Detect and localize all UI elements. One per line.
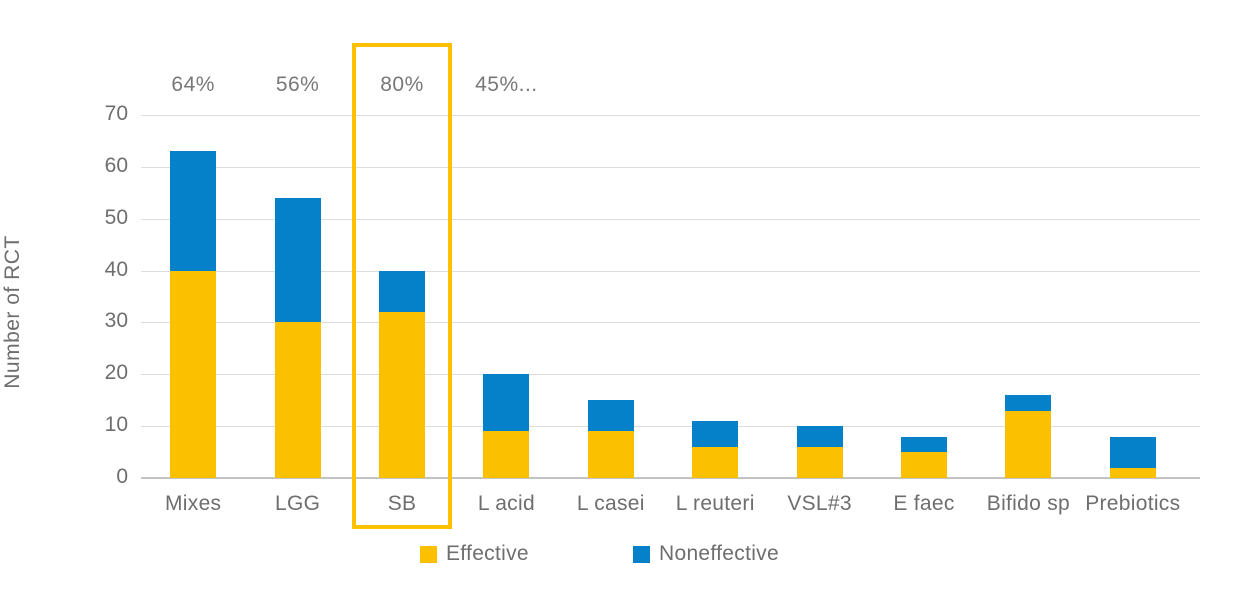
noneffective-segment (1005, 395, 1052, 411)
category-label-lgg: LGG (274, 492, 321, 515)
effective-segment (170, 270, 217, 478)
bar-e-faec (901, 436, 947, 478)
y-tick-label-20: 20 (104, 361, 128, 385)
effective-segment (692, 446, 739, 478)
gridline-60 (141, 166, 1200, 168)
bar-mixes (170, 151, 217, 478)
x-axis-line (141, 477, 1200, 479)
percent-label-mixes: 64% (171, 73, 215, 96)
y-tick-label-30: 30 (104, 309, 128, 333)
gridline-10 (141, 426, 1200, 428)
bar-lgg (274, 197, 321, 478)
noneffective-segment (1109, 436, 1156, 468)
effective-segment (901, 452, 947, 478)
bar-l-acid (483, 374, 530, 478)
bar-sb (379, 270, 425, 478)
y-axis-title: Number of RCT (1, 235, 24, 389)
y-tick-label-70: 70 (104, 102, 128, 125)
y-tick-label-0: 0 (116, 465, 128, 488)
effective-segment (587, 431, 634, 478)
bar-l-reuteri (692, 420, 739, 478)
bar-l-casei (587, 400, 634, 478)
noneffective-segment (170, 151, 217, 271)
y-tick-label-10: 10 (104, 413, 128, 437)
effective-segment (1109, 467, 1156, 478)
percent-label-sb: 80% (380, 73, 424, 96)
legend-item-effective: Effective (420, 542, 529, 565)
y-tick-label-60: 60 (104, 153, 128, 177)
legend-item-noneffective: Noneffective (633, 542, 779, 565)
effective-segment (274, 322, 321, 478)
gridline-30 (141, 322, 1200, 324)
category-label-sb: SB (387, 492, 417, 515)
gridline-70 (141, 115, 1200, 116)
effective-segment (1005, 410, 1052, 478)
category-label-bifido-sp: Bifido sp (986, 492, 1071, 515)
bar-bifido-sp (1005, 395, 1052, 478)
legend-label-effective: Effective (446, 542, 529, 565)
legend-swatch-noneffective (633, 545, 650, 563)
category-label-l-acid: L acid (477, 492, 535, 515)
category-label-e-faec: E faec (893, 492, 955, 515)
category-label-vsl-3: VSL#3 (787, 492, 852, 515)
category-label-l-casei: L casei (576, 492, 645, 515)
noneffective-segment (274, 197, 321, 323)
noneffective-segment (901, 436, 947, 453)
gridline-50 (141, 218, 1200, 220)
highlight-box-sb (352, 43, 452, 529)
legend-label-noneffective: Noneffective (659, 542, 779, 565)
noneffective-segment (379, 270, 425, 313)
noneffective-segment (483, 374, 530, 432)
noneffective-segment (796, 426, 843, 447)
category-label-l-reuteri: L reuteri (675, 492, 755, 515)
legend-swatch-effective (420, 545, 437, 563)
effective-segment (483, 431, 530, 478)
category-label-mixes: Mixes (165, 492, 222, 515)
effective-segment (796, 446, 843, 478)
y-tick-label-40: 40 (104, 257, 128, 281)
noneffective-segment (692, 420, 739, 447)
effective-segment (379, 312, 425, 478)
percent-label-lgg: 56% (275, 73, 320, 96)
percent-label-l-acid: 45%... (475, 73, 538, 96)
category-label-prebiotics: Prebiotics (1085, 492, 1181, 515)
gridline-40 (141, 270, 1200, 272)
gridline-20 (141, 374, 1200, 376)
noneffective-segment (587, 400, 634, 432)
bar-prebiotics (1109, 436, 1156, 478)
y-tick-label-50: 50 (104, 205, 128, 229)
bar-vsl-3 (796, 426, 843, 478)
